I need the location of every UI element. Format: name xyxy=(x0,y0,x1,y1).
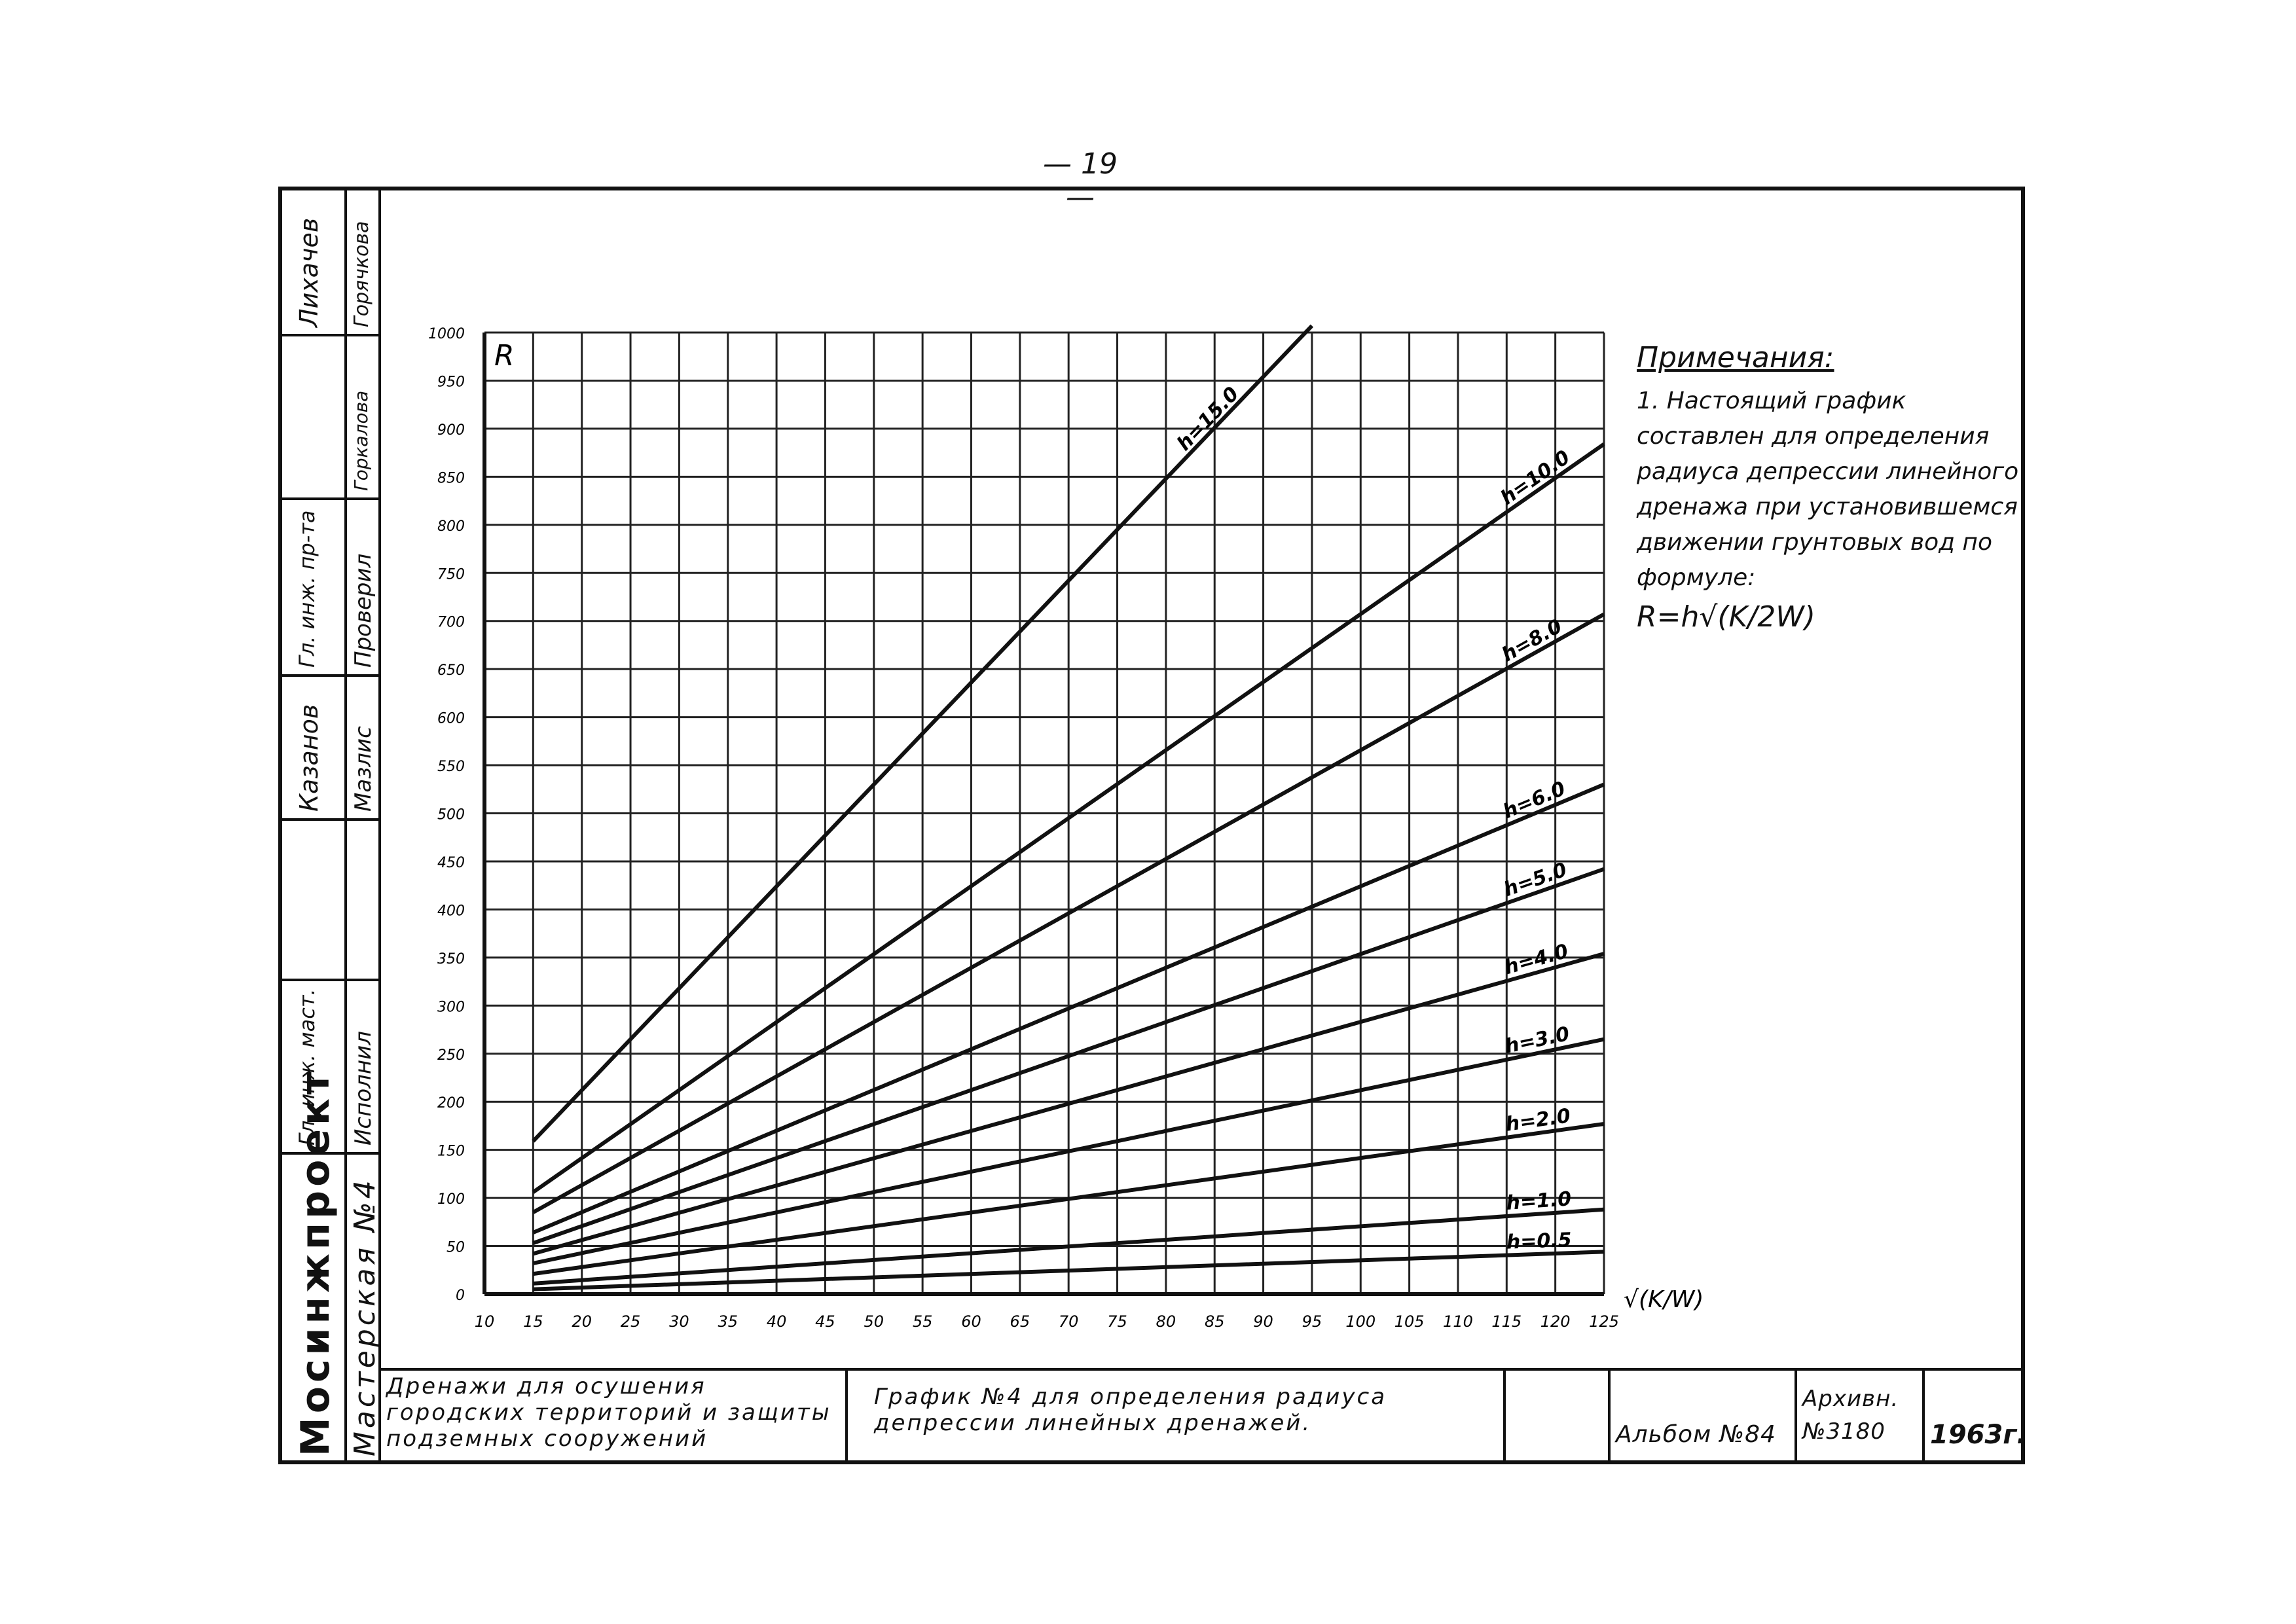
y-tick-label: 600 xyxy=(437,711,465,727)
series-line xyxy=(532,782,1605,1235)
y-tick-label: 500 xyxy=(437,807,465,823)
stamp-column-org: Мосинжпроект xyxy=(278,187,347,1464)
x-tick-label: 50 xyxy=(864,1312,884,1331)
stamp-divider xyxy=(278,497,381,500)
chart-labels: R√(K/W)h=15.0h=10.0h=8.0h=6.0h=5.0h=4.0h… xyxy=(494,339,1704,1313)
notes-block: Примечания: 1. Настоящий график составле… xyxy=(1637,340,2030,635)
stamp-divider xyxy=(278,334,381,336)
drawing-title: График №4 для определения радиуса депрес… xyxy=(874,1384,1387,1436)
x-tick-label: 95 xyxy=(1302,1312,1322,1331)
y-tick-label: 1000 xyxy=(428,326,465,342)
title-cell-drawing: График №4 для определения радиуса депрес… xyxy=(848,1371,1506,1460)
x-tick-label: 30 xyxy=(669,1312,689,1331)
x-tick-label: 65 xyxy=(1010,1312,1030,1331)
x-tick-label: 80 xyxy=(1156,1312,1176,1331)
stamp-divider xyxy=(278,674,381,677)
x-tick-label: 120 xyxy=(1540,1312,1571,1331)
y-tick-label: 300 xyxy=(437,999,465,1015)
y-tick-label: 0 xyxy=(456,1288,465,1304)
y-tick-label: 550 xyxy=(437,759,465,775)
x-tick-label: 75 xyxy=(1107,1312,1127,1331)
series-line xyxy=(533,1207,1605,1286)
title-cell-year: 1963г. xyxy=(1925,1371,2027,1460)
notes-heading: Примечания: xyxy=(1637,341,1834,374)
series-label: h=10.0 xyxy=(1497,446,1575,510)
x-tick-label: 90 xyxy=(1253,1312,1273,1331)
x-tick-label: 35 xyxy=(718,1312,738,1331)
notes-formula: R=h√(K/2W) xyxy=(1637,600,1815,634)
chart-grid xyxy=(483,331,1605,1296)
series-line xyxy=(532,867,1605,1245)
page-number: — 19 — xyxy=(1043,147,1118,214)
x-tick-label: 40 xyxy=(767,1312,787,1331)
series-line xyxy=(532,612,1605,1214)
drawing-frame xyxy=(278,187,2025,1464)
x-tick-label: 10 xyxy=(475,1312,495,1331)
series-line xyxy=(532,1037,1605,1265)
x-tick-label: 110 xyxy=(1443,1312,1473,1331)
y-tick-label: 900 xyxy=(437,422,465,439)
series-label: h=6.0 xyxy=(1500,777,1569,823)
x-tick-label: 20 xyxy=(572,1312,592,1331)
stamp-divider xyxy=(278,1152,381,1155)
x-tick-label: 15 xyxy=(523,1312,543,1331)
x-axis-label: √(K/W) xyxy=(1624,1286,1704,1313)
archive-label: Архивн. №3180 xyxy=(1802,1386,1899,1445)
x-tick-label: 25 xyxy=(621,1312,641,1331)
y-tick-label: 850 xyxy=(437,470,465,486)
y-tick-label: 750 xyxy=(437,566,465,583)
y-tick-label: 50 xyxy=(446,1240,465,1256)
x-tick-label: 60 xyxy=(961,1312,981,1331)
y-tick-label: 400 xyxy=(437,903,465,919)
x-tick-label: 100 xyxy=(1345,1312,1376,1331)
y-tick-label: 200 xyxy=(437,1095,465,1111)
x-tick-label: 70 xyxy=(1059,1312,1079,1331)
series-label: h=15.0 xyxy=(1173,382,1244,455)
subject-text: Дренажи для осушения городских территори… xyxy=(386,1373,831,1452)
series-line xyxy=(532,1122,1605,1276)
y-tick-label: 250 xyxy=(437,1047,465,1064)
series-line xyxy=(532,324,1314,1143)
y-tick-label: 700 xyxy=(437,615,465,631)
y-tick-label: 450 xyxy=(437,855,465,871)
title-block-top-rule xyxy=(381,1368,2021,1371)
stamp-divider xyxy=(278,818,381,821)
series-line xyxy=(532,952,1605,1256)
series-label: h=0.5 xyxy=(1506,1229,1572,1254)
stamp-column-workshop: Мастерская №4 xyxy=(347,187,382,1464)
y-tick-label: 350 xyxy=(437,951,465,967)
series-label: h=1.0 xyxy=(1505,1187,1572,1215)
x-tick-label: 125 xyxy=(1589,1312,1619,1331)
chart-ticks: 10 15 20 25 30 35 40 45 50 55 60 65 70 75 80 85 90 95 100 1… xyxy=(428,326,1619,1331)
y-tick-label: 150 xyxy=(437,1144,465,1160)
x-tick-label: 55 xyxy=(913,1312,933,1331)
chart-series xyxy=(532,324,1605,1291)
x-tick-label: 105 xyxy=(1394,1312,1425,1331)
series-line xyxy=(533,1250,1605,1291)
y-tick-label: 100 xyxy=(437,1191,465,1208)
x-tick-label: 45 xyxy=(815,1312,835,1331)
title-cell-blank xyxy=(1506,1371,1611,1460)
y-tick-label: 800 xyxy=(437,518,465,535)
year-label: 1963г. xyxy=(1930,1420,2027,1450)
title-cell-album: Альбом №84 xyxy=(1611,1371,1797,1460)
y-tick-label: 650 xyxy=(437,662,465,679)
album-label: Альбом №84 xyxy=(1616,1421,1776,1448)
stamp-divider xyxy=(278,979,381,981)
notes-text: 1. Настоящий график составлен для опреде… xyxy=(1637,388,2019,591)
series-line xyxy=(532,442,1605,1194)
title-cell-archive: Архивн. №3180 xyxy=(1797,1371,1925,1460)
x-tick-label: 115 xyxy=(1491,1312,1522,1331)
y-axis-label: R xyxy=(494,339,515,372)
title-cell-subject: Дренажи для осушения городских территори… xyxy=(381,1371,848,1460)
y-tick-label: 950 xyxy=(437,374,465,390)
x-tick-label: 85 xyxy=(1205,1312,1225,1331)
